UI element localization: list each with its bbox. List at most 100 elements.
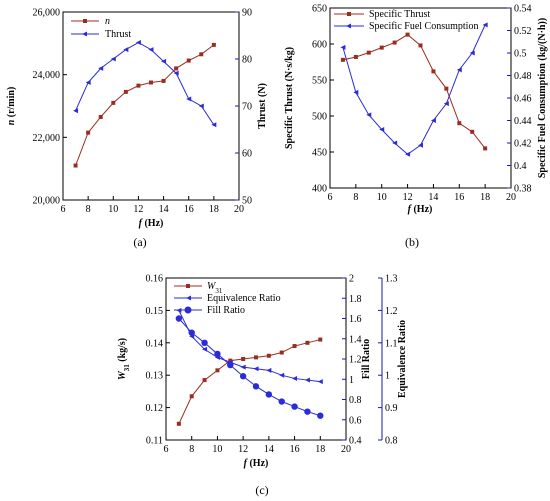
- x-label-var: f: [244, 458, 249, 469]
- y-tick-label: 1: [385, 371, 390, 382]
- data-point-square: [149, 80, 153, 85]
- x-tick-label: 16: [454, 192, 464, 203]
- data-point-square: [161, 78, 166, 83]
- data-point-circle: [227, 361, 234, 369]
- legend-label-specific-thrust: Specific Thrust: [369, 9, 430, 20]
- x-axis-label-b: f (Hz): [408, 204, 433, 215]
- data-point-circle: [201, 339, 208, 346]
- data-point-circle: [304, 408, 311, 415]
- y-label-sub: 31: [123, 364, 131, 372]
- data-point-square: [292, 344, 297, 349]
- data-point-triangle: [392, 140, 398, 146]
- y-tick-label: 650: [312, 4, 327, 15]
- x-tick-label: 6: [164, 444, 169, 455]
- y-tick-label: 0.12: [146, 403, 164, 414]
- data-point-circle: [175, 315, 183, 322]
- plot-frame-b: [329, 7, 512, 189]
- y-axis-label-a-left: n (r/min): [6, 87, 17, 126]
- data-point-triangle: [123, 47, 129, 53]
- y-tick-label: 0.5: [514, 49, 527, 60]
- legend-marker-sfc: [346, 23, 351, 29]
- y-tick-label: 0.52: [514, 26, 532, 37]
- data-point-circle: [252, 383, 260, 390]
- x-tick-label: 14: [159, 204, 169, 215]
- y-label-var: W: [117, 370, 128, 380]
- data-point-triangle: [186, 96, 192, 102]
- data-point-triangle: [366, 112, 372, 118]
- series-line: [178, 339, 321, 425]
- data-point-circle: [278, 398, 285, 405]
- data-point-square: [457, 121, 462, 126]
- x-tick-label: 8: [353, 192, 358, 203]
- y-tick-label: 0.46: [514, 94, 532, 105]
- series-line: [75, 44, 215, 166]
- x-tick-label: 8: [86, 204, 91, 215]
- data-point-square: [228, 358, 233, 363]
- data-point-square: [186, 58, 191, 63]
- y-tick-label: 0.9: [385, 403, 398, 414]
- data-point-square: [470, 129, 475, 134]
- x-tick-label: 18: [315, 444, 325, 455]
- data-point-square: [353, 54, 358, 59]
- legend-marker-equiv: [186, 295, 191, 301]
- data-point-triangle: [135, 40, 141, 46]
- data-point-circle: [239, 373, 247, 380]
- y-tick-label: 0.11: [146, 436, 163, 447]
- data-point-square: [199, 52, 204, 57]
- y-tick-label: 50: [242, 196, 252, 207]
- y-tick-label: 1.3: [385, 274, 398, 285]
- data-point-triangle: [482, 22, 488, 28]
- data-point-square: [405, 32, 410, 37]
- data-point-triangle: [304, 377, 310, 383]
- x-tick-label: 18: [209, 204, 219, 215]
- data-point-square: [483, 146, 488, 151]
- data-point-triangle: [340, 44, 346, 50]
- y-tick-label: 1.1: [385, 338, 398, 349]
- y-tick-label: 0.48: [514, 71, 532, 82]
- y-tick-label: 0.42: [514, 139, 532, 150]
- legend-label-n: n: [105, 16, 110, 27]
- y-axis-label-b-left: Specific Thrust (N·s/kg): [284, 47, 295, 149]
- data-point-square: [305, 340, 310, 345]
- legend-label-sfc: Specific Fuel Consumption: [369, 21, 478, 32]
- panel-c: 6 8 10 12 14 16 18 200.110.120.130.140.150.160.…: [117, 274, 408, 498]
- data-point-circle: [188, 329, 195, 336]
- y-tick-label: 0.16: [146, 274, 164, 285]
- x-tick-label: 20: [234, 204, 244, 215]
- y-tick-label: 26,000: [33, 8, 61, 19]
- data-point-triangle: [198, 103, 204, 109]
- y-axis-label-a-right: Thrust (N): [257, 83, 268, 129]
- data-point-triangle: [202, 346, 208, 352]
- data-point-triangle: [73, 108, 79, 114]
- x-axis-label-c: f (Hz): [244, 458, 269, 469]
- panel-label-a: (a): [133, 235, 146, 249]
- data-point-square: [366, 50, 371, 55]
- x-label-unit: (Hz): [142, 218, 163, 229]
- y-tick-label: 1.4: [349, 334, 362, 345]
- panel-b: 6 8 10 12 14 16 18 20 400 450 500 550 600 650 0.38 0.4 0…: [284, 4, 548, 250]
- y-axis-label-c-fill: Fill Ratio: [361, 339, 372, 379]
- y-tick-label: 20,000: [33, 196, 61, 207]
- y-tick-label: 0.4: [514, 161, 527, 172]
- y-tick-label: 1.8: [349, 294, 362, 305]
- data-point-triangle: [279, 372, 285, 378]
- y-tick-label: 0.15: [146, 306, 164, 317]
- data-point-triangle: [317, 379, 323, 385]
- x-tick-label: 14: [428, 192, 438, 203]
- legend-marker-specific-thrust: [347, 12, 351, 16]
- legend-a: n Thrust: [71, 16, 131, 40]
- data-point-square: [431, 69, 436, 74]
- data-point-triangle: [253, 366, 259, 372]
- x-tick-label: 10: [212, 444, 222, 455]
- series-line: [178, 310, 321, 383]
- y-tick-label: 90: [242, 8, 252, 19]
- x-tick-label: 12: [133, 204, 143, 215]
- y-tick-label: 0.44: [514, 116, 532, 127]
- x-tick-label: 20: [341, 444, 351, 455]
- legend-label-w31: W31: [207, 281, 223, 295]
- panel-label-c: (c): [255, 483, 268, 497]
- data-point-square: [123, 89, 128, 94]
- legend-marker-n: [83, 19, 87, 23]
- series-line: [342, 34, 486, 149]
- x-tick-label: 20: [506, 192, 516, 203]
